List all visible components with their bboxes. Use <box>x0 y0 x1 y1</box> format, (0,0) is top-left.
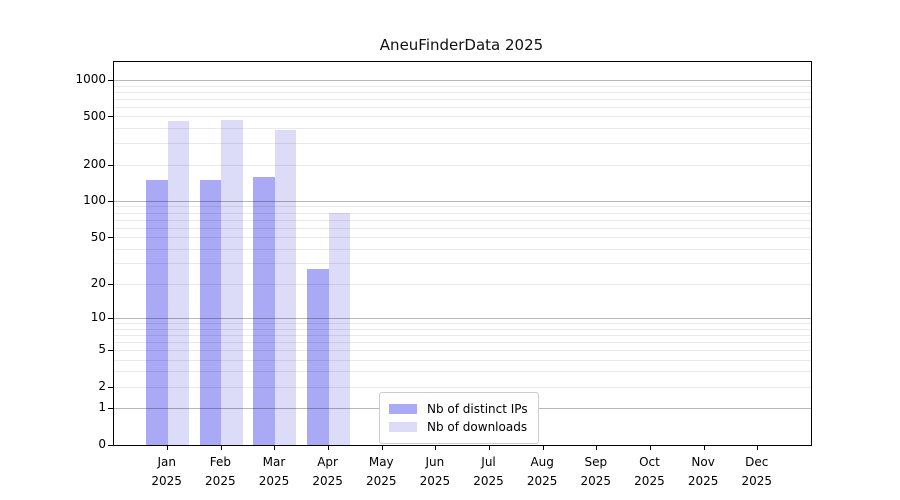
x-tick-label-aug: Aug 2025 <box>514 453 570 491</box>
bar-nb-of-distinct-ips-apr <box>307 269 329 445</box>
x-tick-label-mar: Mar 2025 <box>246 453 302 491</box>
y-tick-label: 200 <box>83 157 106 172</box>
y-tick-label: 5 <box>98 342 106 357</box>
year-label: 2025 <box>205 474 236 488</box>
x-tick-mark <box>703 446 705 450</box>
bar-nb-of-downloads-jan <box>167 120 190 445</box>
month-label: Jun <box>425 455 445 469</box>
y-tick-mark <box>108 349 113 351</box>
y-tick-label: 1000 <box>75 72 106 87</box>
y-tick-mark <box>108 444 113 446</box>
x-tick-mark <box>489 446 491 450</box>
legend-label-distinct-ips: Nb of distinct IPs <box>427 402 528 416</box>
month-label: Jan <box>157 455 176 469</box>
year-label: 2025 <box>526 474 558 488</box>
x-tick-label-may: May 2025 <box>353 453 409 491</box>
x-tick-mark <box>220 446 222 450</box>
x-tick-label-jan: Jan 2025 <box>139 453 195 491</box>
bar-nb-of-distinct-ips-feb <box>199 179 222 445</box>
bar-nb-of-distinct-ips-mar <box>253 177 275 445</box>
year-label: 2025 <box>473 474 504 488</box>
year-label: 2025 <box>312 474 343 488</box>
legend: Nb of distinct IPs Nb of downloads <box>379 392 539 444</box>
legend-swatch-distinct-ips-icon <box>389 404 417 414</box>
year-label: 2025 <box>741 474 772 488</box>
x-tick-mark <box>274 446 276 450</box>
bar-nb-of-distinct-ips-jan <box>146 179 168 445</box>
x-tick-label-jun: Jun 2025 <box>407 453 463 491</box>
x-tick-label-nov: Nov 2025 <box>675 453 731 491</box>
y-tick-label: 500 <box>83 108 106 123</box>
month-label: Jul <box>481 455 496 469</box>
y-tick-label: 100 <box>83 193 106 208</box>
month-label: Apr <box>317 455 338 469</box>
x-tick-label-jul: Jul 2025 <box>461 453 517 491</box>
month-label: Sep <box>584 455 608 469</box>
y-tick-label: 20 <box>90 276 106 291</box>
x-tick-mark <box>542 446 544 450</box>
legend-item-distinct-ips: Nb of distinct IPs <box>389 400 528 418</box>
x-tick-label-feb: Feb 2025 <box>192 453 248 491</box>
x-tick-mark <box>167 446 169 450</box>
y-tick-mark <box>108 407 113 409</box>
y-tick-label: 1 <box>98 400 106 415</box>
x-axis-tick-labels: Jan 2025 Feb 2025 Mar 2025 Apr 2025 May 2025 Jun 20… <box>113 444 810 494</box>
x-tick-label-sep: Sep 2025 <box>568 453 624 491</box>
legend-swatch-downloads-icon <box>389 422 417 432</box>
y-tick-label: 2 <box>98 379 106 394</box>
month-label: Feb <box>209 455 231 469</box>
y-tick-mark <box>108 283 113 285</box>
y-tick-label: 50 <box>90 229 106 244</box>
x-tick-label-dec: Dec 2025 <box>729 453 785 491</box>
y-tick-mark <box>108 317 113 319</box>
month-label: Nov <box>691 455 715 469</box>
bar-nb-of-downloads-mar <box>274 130 297 445</box>
bars-layer <box>114 62 811 445</box>
x-tick-label-apr: Apr 2025 <box>300 453 356 491</box>
x-tick-mark <box>435 446 437 450</box>
x-tick-mark <box>381 446 383 450</box>
year-label: 2025 <box>687 474 719 488</box>
year-label: 2025 <box>258 474 290 488</box>
year-label: 2025 <box>151 474 182 488</box>
month-label: May <box>368 455 394 469</box>
y-tick-mark <box>108 200 113 202</box>
y-tick-label: 10 <box>90 310 106 325</box>
y-tick-mark <box>108 164 113 166</box>
bar-nb-of-downloads-apr <box>328 213 351 445</box>
y-tick-mark <box>108 386 113 388</box>
year-label: 2025 <box>419 474 451 488</box>
year-label: 2025 <box>634 474 665 488</box>
x-tick-label-oct: Oct 2025 <box>621 453 677 491</box>
year-label: 2025 <box>365 474 397 488</box>
month-label: Oct <box>639 455 660 469</box>
x-tick-mark <box>596 446 598 450</box>
bar-nb-of-downloads-feb <box>221 120 243 445</box>
plot-area: Nb of distinct IPs Nb of downloads <box>108 61 812 450</box>
legend-label-downloads: Nb of downloads <box>427 420 528 434</box>
year-label: 2025 <box>580 474 612 488</box>
x-tick-mark <box>328 446 330 450</box>
x-tick-mark <box>757 446 759 450</box>
y-tick-label: 0 <box>98 437 106 451</box>
y-axis-tick-labels: 0 1 2 5 10 20 50 100 200 500 1000 <box>0 61 106 451</box>
y-tick-mark <box>108 237 113 239</box>
month-label: Dec <box>745 455 769 469</box>
y-tick-mark <box>108 79 113 81</box>
x-tick-mark <box>649 446 651 450</box>
y-tick-mark <box>108 116 113 118</box>
month-label: Aug <box>530 455 554 469</box>
month-label: Mar <box>262 455 286 469</box>
chart-title: AneuFinderData 2025 <box>379 36 544 54</box>
legend-item-downloads: Nb of downloads <box>389 418 528 436</box>
